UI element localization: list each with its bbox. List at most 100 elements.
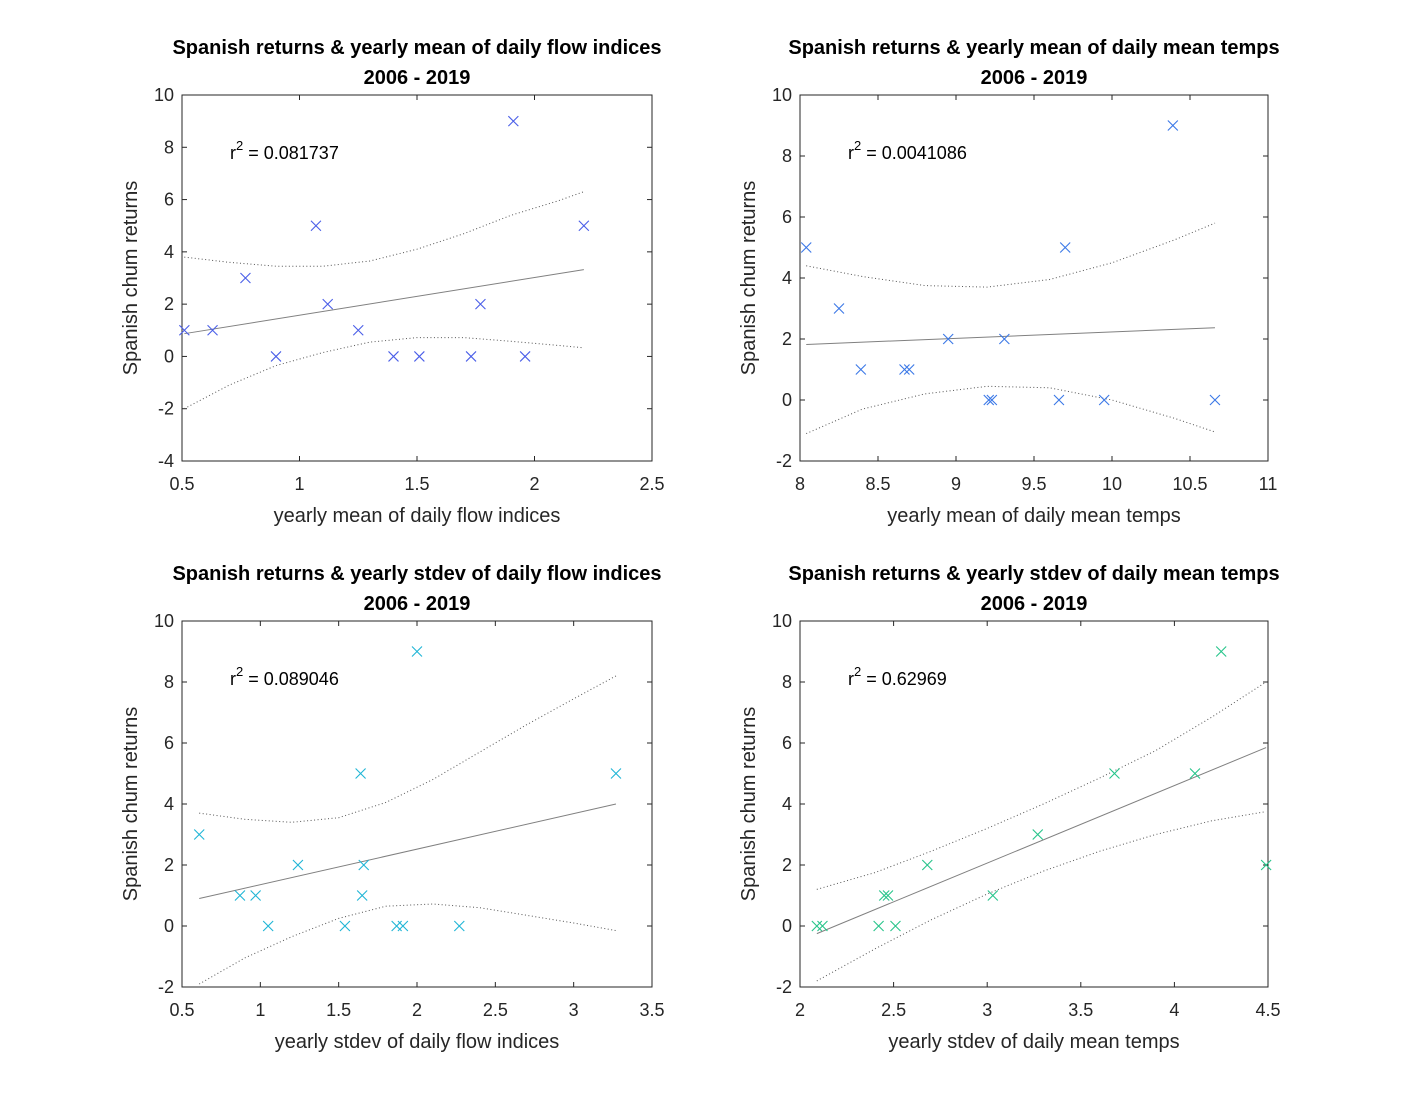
- y-tick-label: 8: [164, 137, 174, 157]
- regression-line: [816, 747, 1267, 935]
- y-tick-label: 8: [782, 672, 792, 692]
- chart-subtitle: 2006 - 2019: [364, 67, 471, 89]
- y-tick-label: 6: [164, 190, 174, 210]
- data-point: [890, 920, 901, 932]
- ci-upper-bound: [184, 191, 584, 267]
- data-point: [1167, 120, 1179, 131]
- data-point: [878, 890, 890, 901]
- r-squared-annotation: r2 = 0.081737: [230, 138, 339, 163]
- r-squared-annotation: r2 = 0.62969: [848, 664, 947, 689]
- chart-title: Spanish returns & yearly stdev of daily …: [172, 563, 661, 585]
- data-point: [465, 351, 477, 362]
- data-point: [1059, 242, 1071, 253]
- x-tick-label: 4: [1169, 1000, 1179, 1020]
- y-tick-label: 2: [164, 294, 174, 314]
- x-tick-label: 1.5: [404, 474, 429, 494]
- y-tick-label: -4: [158, 451, 174, 471]
- chart-title: Spanish returns & yearly mean of daily f…: [172, 37, 661, 59]
- y-tick-label: 10: [154, 85, 174, 105]
- y-tick-label: 8: [782, 146, 792, 166]
- x-axis-label: yearly mean of daily flow indices: [274, 505, 561, 527]
- r-squared-superscript: 2: [236, 664, 243, 679]
- r-squared-annotation: r2 = 0.0041086: [848, 138, 967, 163]
- chart-title: Spanish returns & yearly mean of daily m…: [788, 37, 1279, 59]
- x-tick-label: 4.5: [1255, 1000, 1280, 1020]
- data-point: [899, 364, 910, 375]
- data-point: [1109, 768, 1120, 779]
- x-tick-label: 1: [294, 474, 304, 494]
- x-tick-label: 0.5: [169, 1000, 194, 1020]
- y-tick-label: 0: [782, 390, 792, 410]
- y-tick-label: 0: [164, 346, 174, 366]
- r-squared-annotation: r2 = 0.089046: [230, 664, 339, 689]
- data-point: [356, 890, 368, 901]
- data-point: [1260, 859, 1272, 871]
- chart-subtitle: 2006 - 2019: [981, 593, 1088, 615]
- ci-upper-bound: [816, 681, 1267, 890]
- ci-upper-bound: [806, 222, 1216, 288]
- data-point: [339, 920, 351, 932]
- x-tick-label: 11: [1259, 474, 1278, 494]
- data-point: [882, 890, 894, 901]
- y-tick-label: 2: [782, 855, 792, 875]
- data-point: [292, 859, 304, 871]
- y-tick-label: 4: [782, 268, 792, 288]
- data-point: [453, 920, 465, 932]
- chart-subtitle: 2006 - 2019: [981, 67, 1088, 89]
- x-tick-label: 2.5: [483, 1000, 508, 1020]
- data-point: [811, 920, 823, 932]
- data-point: [921, 859, 933, 871]
- y-tick-label: -2: [776, 977, 792, 997]
- r-squared-symbol: r: [848, 669, 854, 689]
- y-tick-label: 6: [782, 733, 792, 753]
- data-point: [1098, 394, 1110, 406]
- regression-line: [806, 327, 1215, 345]
- chart-panel-1: Spanish returns & yearly mean of daily f…: [120, 37, 665, 527]
- x-tick-label: 9: [951, 474, 961, 494]
- y-tick-label: 2: [164, 855, 174, 875]
- x-tick-label: 3: [982, 1000, 992, 1020]
- chart-panel-4: Spanish returns & yearly stdev of daily …: [738, 563, 1281, 1053]
- r-squared-symbol: r: [230, 143, 236, 163]
- data-point: [411, 646, 423, 657]
- data-point: [507, 115, 519, 127]
- x-tick-label: 1.5: [326, 1000, 351, 1020]
- x-axis-label: yearly stdev of daily flow indices: [275, 1031, 560, 1053]
- x-tick-label: 10: [1102, 474, 1122, 494]
- x-tick-label: 3: [569, 1000, 579, 1020]
- x-tick-label: 2: [412, 1000, 422, 1020]
- y-tick-label: -2: [158, 977, 174, 997]
- data-point: [352, 324, 364, 336]
- data-point: [1209, 394, 1221, 406]
- data-point: [998, 333, 1010, 345]
- x-tick-label: 9.5: [1021, 474, 1046, 494]
- data-point: [873, 920, 885, 932]
- y-tick-label: 0: [782, 916, 792, 936]
- data-point: [358, 859, 370, 871]
- y-axis-label: Spanish chum returns: [738, 707, 760, 902]
- data-point: [475, 298, 486, 310]
- r-squared-value: = 0.0041086: [861, 143, 967, 163]
- data-point: [262, 920, 274, 932]
- data-point: [903, 364, 915, 375]
- x-tick-label: 8: [795, 474, 805, 494]
- x-axis-label: yearly stdev of daily mean temps: [888, 1031, 1179, 1053]
- r-squared-superscript: 2: [854, 138, 861, 153]
- y-tick-label: 10: [772, 85, 792, 105]
- data-point: [1189, 768, 1201, 779]
- y-tick-label: -2: [776, 451, 792, 471]
- y-tick-label: 10: [772, 611, 792, 631]
- data-point: [1215, 646, 1227, 657]
- ci-lower-bound: [816, 811, 1267, 982]
- data-point: [1053, 394, 1065, 406]
- data-point: [986, 394, 998, 406]
- y-tick-label: 8: [164, 672, 174, 692]
- r-squared-symbol: r: [848, 143, 854, 163]
- data-point: [193, 829, 205, 840]
- y-axis-label: Spanish chum returns: [738, 181, 760, 376]
- data-point: [234, 890, 246, 901]
- data-point: [388, 351, 399, 362]
- chart-title: Spanish returns & yearly stdev of daily …: [788, 563, 1279, 585]
- data-point: [397, 920, 409, 932]
